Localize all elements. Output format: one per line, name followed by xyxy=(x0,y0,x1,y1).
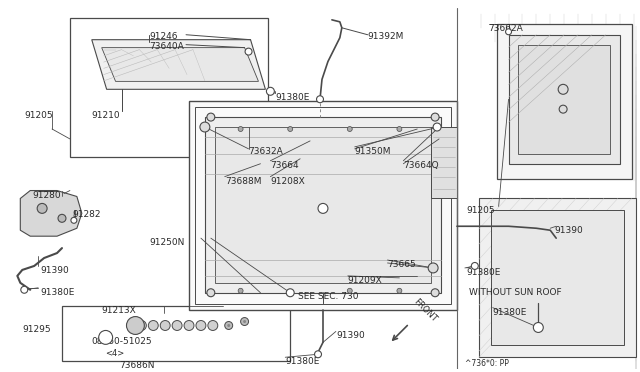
Circle shape xyxy=(21,286,28,293)
Circle shape xyxy=(431,113,439,121)
Circle shape xyxy=(37,203,47,214)
Text: 73662A: 73662A xyxy=(489,24,524,33)
Text: 73686N: 73686N xyxy=(120,361,155,370)
Text: FRONT: FRONT xyxy=(412,297,438,324)
Text: 91380E: 91380E xyxy=(40,288,74,297)
Circle shape xyxy=(397,126,402,131)
Text: 91209X: 91209X xyxy=(348,276,383,285)
Circle shape xyxy=(241,318,248,326)
Circle shape xyxy=(238,288,243,293)
Text: 91282: 91282 xyxy=(72,211,100,219)
Text: 91390: 91390 xyxy=(554,226,583,235)
Circle shape xyxy=(238,126,243,131)
Polygon shape xyxy=(189,101,457,310)
Polygon shape xyxy=(431,127,457,199)
Polygon shape xyxy=(102,48,259,81)
Circle shape xyxy=(266,87,275,95)
Text: 91380E: 91380E xyxy=(285,357,319,366)
Circle shape xyxy=(207,289,215,297)
Polygon shape xyxy=(518,45,610,154)
Text: 91205: 91205 xyxy=(467,206,495,215)
Text: 91295: 91295 xyxy=(22,326,51,334)
Text: 73664: 73664 xyxy=(270,161,299,170)
Circle shape xyxy=(317,96,323,103)
Text: 91213X: 91213X xyxy=(102,306,136,315)
Circle shape xyxy=(558,84,568,94)
Circle shape xyxy=(559,105,567,113)
Circle shape xyxy=(314,351,321,358)
Text: 73640A: 73640A xyxy=(149,42,184,51)
Circle shape xyxy=(288,126,292,131)
Polygon shape xyxy=(509,35,620,164)
Circle shape xyxy=(348,288,352,293)
Circle shape xyxy=(397,288,402,293)
Circle shape xyxy=(433,123,441,131)
Text: 73664Q: 73664Q xyxy=(403,161,439,170)
Text: 08360-51025: 08360-51025 xyxy=(92,337,152,346)
Circle shape xyxy=(208,321,218,330)
Circle shape xyxy=(225,321,233,330)
Text: ^736*0: PP: ^736*0: PP xyxy=(465,359,509,368)
Text: 73632A: 73632A xyxy=(248,147,284,156)
Circle shape xyxy=(148,321,158,330)
Circle shape xyxy=(348,126,352,131)
Text: 73688M: 73688M xyxy=(225,177,261,186)
Polygon shape xyxy=(215,127,431,283)
Text: 91210: 91210 xyxy=(92,111,120,120)
Circle shape xyxy=(207,113,215,121)
Circle shape xyxy=(245,48,252,55)
Circle shape xyxy=(58,214,66,222)
Polygon shape xyxy=(20,190,82,236)
Text: 91350M: 91350M xyxy=(355,147,391,156)
Text: 73665: 73665 xyxy=(387,260,416,269)
Text: 91392M: 91392M xyxy=(367,32,404,41)
Text: WITHOUT SUN ROOF: WITHOUT SUN ROOF xyxy=(469,288,561,297)
Text: 91390: 91390 xyxy=(336,331,365,340)
Circle shape xyxy=(136,321,147,330)
Polygon shape xyxy=(497,24,632,179)
Bar xyxy=(70,18,268,157)
Text: 91380E: 91380E xyxy=(467,268,501,277)
Text: 91246: 91246 xyxy=(149,32,178,41)
Circle shape xyxy=(99,330,113,344)
Circle shape xyxy=(196,321,206,330)
Polygon shape xyxy=(205,117,441,293)
Polygon shape xyxy=(491,211,623,345)
Circle shape xyxy=(471,263,478,269)
Circle shape xyxy=(127,317,145,334)
Circle shape xyxy=(318,203,328,214)
Bar xyxy=(62,306,290,361)
Text: 91390: 91390 xyxy=(40,266,69,275)
Circle shape xyxy=(286,289,294,297)
Circle shape xyxy=(227,324,230,327)
Text: S: S xyxy=(104,334,108,340)
Circle shape xyxy=(428,263,438,273)
Circle shape xyxy=(160,321,170,330)
Text: 91205: 91205 xyxy=(24,111,53,120)
Circle shape xyxy=(431,289,439,297)
Circle shape xyxy=(200,122,210,132)
Circle shape xyxy=(184,321,194,330)
Circle shape xyxy=(506,29,511,35)
Circle shape xyxy=(172,321,182,330)
Polygon shape xyxy=(479,199,636,357)
Text: 91280: 91280 xyxy=(32,190,61,199)
Text: <4>: <4> xyxy=(105,349,124,358)
Polygon shape xyxy=(92,40,266,89)
Text: 91250N: 91250N xyxy=(149,238,185,247)
Circle shape xyxy=(71,217,77,223)
Text: 91208X: 91208X xyxy=(270,177,305,186)
Text: 91380E: 91380E xyxy=(275,93,310,102)
Circle shape xyxy=(533,323,543,333)
Text: SEE SEC. 730: SEE SEC. 730 xyxy=(298,292,358,301)
Circle shape xyxy=(243,320,246,323)
Text: 91380E: 91380E xyxy=(493,308,527,317)
